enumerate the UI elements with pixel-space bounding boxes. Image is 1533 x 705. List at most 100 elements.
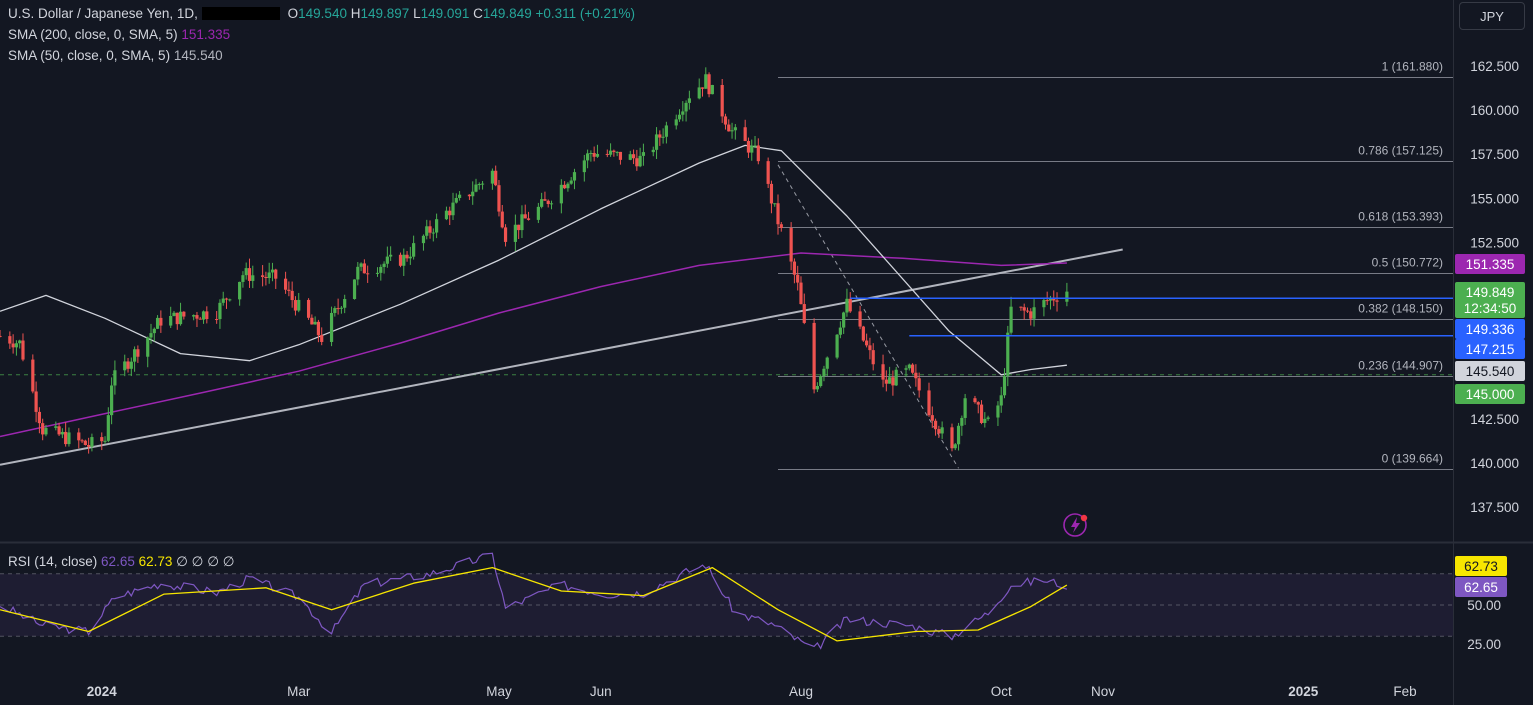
candle-body: [425, 226, 429, 236]
candle-body: [526, 218, 531, 220]
time-tick-label: 2025: [1288, 684, 1319, 699]
candle-body: [201, 311, 206, 320]
candle-body: [733, 127, 737, 131]
candle-body: [540, 199, 544, 207]
candle-body: [333, 308, 337, 313]
support-trendline[interactable]: [0, 248, 1123, 466]
sma50-legend[interactable]: SMA (50, close, 0, SMA, 5) 145.540: [8, 48, 223, 63]
rsi-ma-line: [0, 566, 1068, 642]
candle-body: [293, 300, 298, 311]
price-axis-tag-label: 147.215: [1466, 342, 1515, 357]
candle-body: [910, 364, 915, 373]
candle-body: [215, 319, 219, 321]
candle-body: [21, 340, 25, 360]
candle-body: [402, 254, 406, 266]
candle-body: [297, 299, 301, 311]
candle-body: [858, 311, 862, 327]
candle-body: [1006, 332, 1010, 376]
low-label: L: [413, 6, 421, 21]
candle-body: [80, 440, 84, 442]
candle-body: [1019, 306, 1023, 308]
sma200-legend[interactable]: SMA (200, close, 0, SMA, 5) 151.335: [8, 27, 230, 42]
rsi-legend[interactable]: RSI (14, close) 62.65 62.73 ∅ ∅ ∅ ∅: [8, 554, 234, 570]
rsi-axis-tag-label: 62.73: [1464, 559, 1498, 574]
candle-body: [766, 161, 770, 184]
candle-body: [513, 224, 517, 242]
fibonacci-retracement[interactable]: 1 (161.880) 0.786 (157.125) 0.618 (153.393…: [0, 60, 1453, 470]
candle-body: [44, 427, 48, 435]
candle-body: [638, 155, 642, 167]
candle-body: [54, 426, 58, 428]
price-axis-tag: [1455, 282, 1525, 318]
candle-body: [658, 134, 662, 138]
candle-body: [218, 302, 222, 320]
sma200-label: SMA (200, close, 0, SMA, 5): [8, 27, 178, 42]
candle-body: [244, 268, 248, 276]
candle-body: [884, 379, 888, 384]
candle-body: [175, 312, 179, 325]
horizontal-levels[interactable]: [850, 297, 1453, 337]
candle-body: [743, 127, 747, 142]
candle-body: [261, 275, 265, 277]
dashed-trendline[interactable]: [777, 164, 959, 469]
candle-body: [1052, 297, 1056, 301]
candle-body: [963, 398, 967, 418]
symbol-title[interactable]: U.S. Dollar / Japanese Yen, 1D,: [8, 6, 198, 21]
candle-body: [375, 272, 380, 274]
candle-body: [290, 290, 294, 301]
candle-body: [316, 321, 321, 336]
candle-body: [796, 274, 800, 283]
candle-body: [152, 328, 156, 334]
rsi-tick-label: 50.00: [1467, 598, 1501, 613]
time-tick-label: Nov: [1091, 684, 1115, 699]
candle-body: [356, 266, 360, 280]
candle-body: [267, 272, 271, 279]
candle-body: [123, 361, 127, 371]
candle-body: [103, 440, 107, 442]
trendline-group[interactable]: [0, 164, 1123, 469]
candle-body: [129, 361, 133, 369]
candle-body: [428, 226, 432, 233]
rsi-pane: [0, 552, 1453, 650]
candle-body: [412, 243, 416, 257]
candle-body: [228, 299, 232, 301]
candle-body: [674, 119, 678, 126]
price-axis-tag-label: 151.335: [1466, 257, 1515, 272]
candle-body: [917, 378, 921, 391]
candle-body: [746, 141, 751, 153]
time-axis[interactable]: 2024 Mar May Jun Aug Oct Nov 2025 Feb: [87, 684, 1417, 699]
candle-body: [238, 281, 242, 300]
candle-body: [451, 202, 455, 216]
candle-body: [366, 273, 370, 275]
candle-body: [172, 312, 176, 316]
alert-icon[interactable]: [1063, 513, 1088, 537]
candle-body: [8, 336, 12, 344]
currency-button[interactable]: JPY: [1459, 2, 1525, 30]
candle-body: [31, 359, 35, 392]
candle-body: [569, 180, 573, 184]
candle-body: [631, 154, 636, 159]
candle-body: [339, 307, 344, 309]
candle-body: [1029, 311, 1033, 319]
candle-body: [182, 311, 186, 317]
candle-body: [612, 150, 616, 152]
time-tick-label: Feb: [1393, 684, 1416, 699]
candle-body: [930, 415, 934, 421]
candle-body: [861, 326, 865, 341]
candle-body: [146, 337, 150, 357]
candle-body: [1022, 307, 1026, 311]
candle-body: [205, 311, 209, 320]
candle-body: [90, 437, 94, 447]
candle-body: [727, 124, 731, 132]
rsi-value: 62.65: [101, 554, 135, 569]
candle-body: [192, 315, 196, 317]
candle-body: [83, 440, 87, 446]
candle-body: [1042, 300, 1046, 308]
candle-body: [681, 111, 685, 115]
candle-body: [664, 125, 668, 137]
candle-body: [661, 136, 665, 138]
price-tick-label: 162.500: [1470, 59, 1519, 74]
candle-body: [710, 84, 714, 95]
candle-body: [336, 308, 340, 310]
